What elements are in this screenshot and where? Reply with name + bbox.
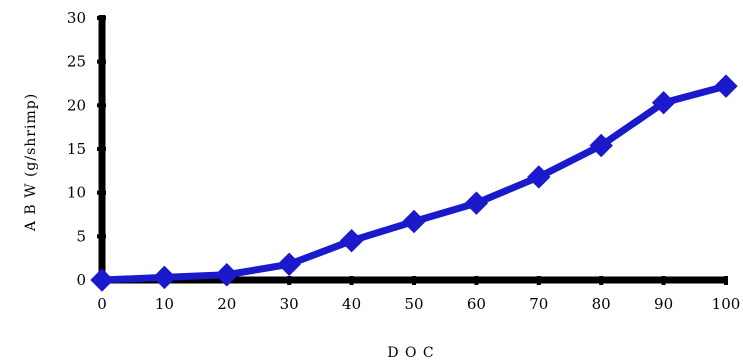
data-point-marker xyxy=(339,228,364,253)
y-tick-label: 20 xyxy=(67,96,86,114)
y-tick-label: 5 xyxy=(76,227,86,245)
x-tick-label: 70 xyxy=(529,295,548,313)
x-tick-label: 90 xyxy=(654,295,673,313)
x-tick-label: 60 xyxy=(467,295,486,313)
data-point-marker xyxy=(527,165,551,189)
x-tick-label: 40 xyxy=(342,295,361,313)
data-point-marker xyxy=(402,209,426,234)
data-point-marker xyxy=(589,133,613,158)
y-tick-label: 0 xyxy=(76,271,86,289)
x-tick-label: 10 xyxy=(155,295,174,313)
data-point-marker xyxy=(215,263,239,287)
x-tick-label: 100 xyxy=(712,295,741,313)
data-point-marker xyxy=(90,268,114,292)
x-tick-label: 80 xyxy=(592,295,611,313)
y-tick-label: 10 xyxy=(67,184,86,202)
x-tick-label: 30 xyxy=(280,295,299,313)
data-point-marker xyxy=(464,191,489,215)
data-point-marker xyxy=(152,265,177,290)
data-point-marker xyxy=(714,74,738,98)
data-point-marker xyxy=(277,252,301,276)
x-axis-title: D O C xyxy=(387,345,434,361)
x-tick-label: 0 xyxy=(97,295,107,313)
y-tick-label: 25 xyxy=(67,53,86,71)
x-tick-label: 20 xyxy=(217,295,236,313)
y-tick-label: 15 xyxy=(67,140,86,158)
series-line xyxy=(101,82,727,284)
y-axis-title: A B W (g/shrimp) xyxy=(23,93,39,232)
data-point-marker xyxy=(651,91,676,115)
x-tick-label: 50 xyxy=(404,295,423,313)
y-tick-label: 30 xyxy=(67,9,86,27)
